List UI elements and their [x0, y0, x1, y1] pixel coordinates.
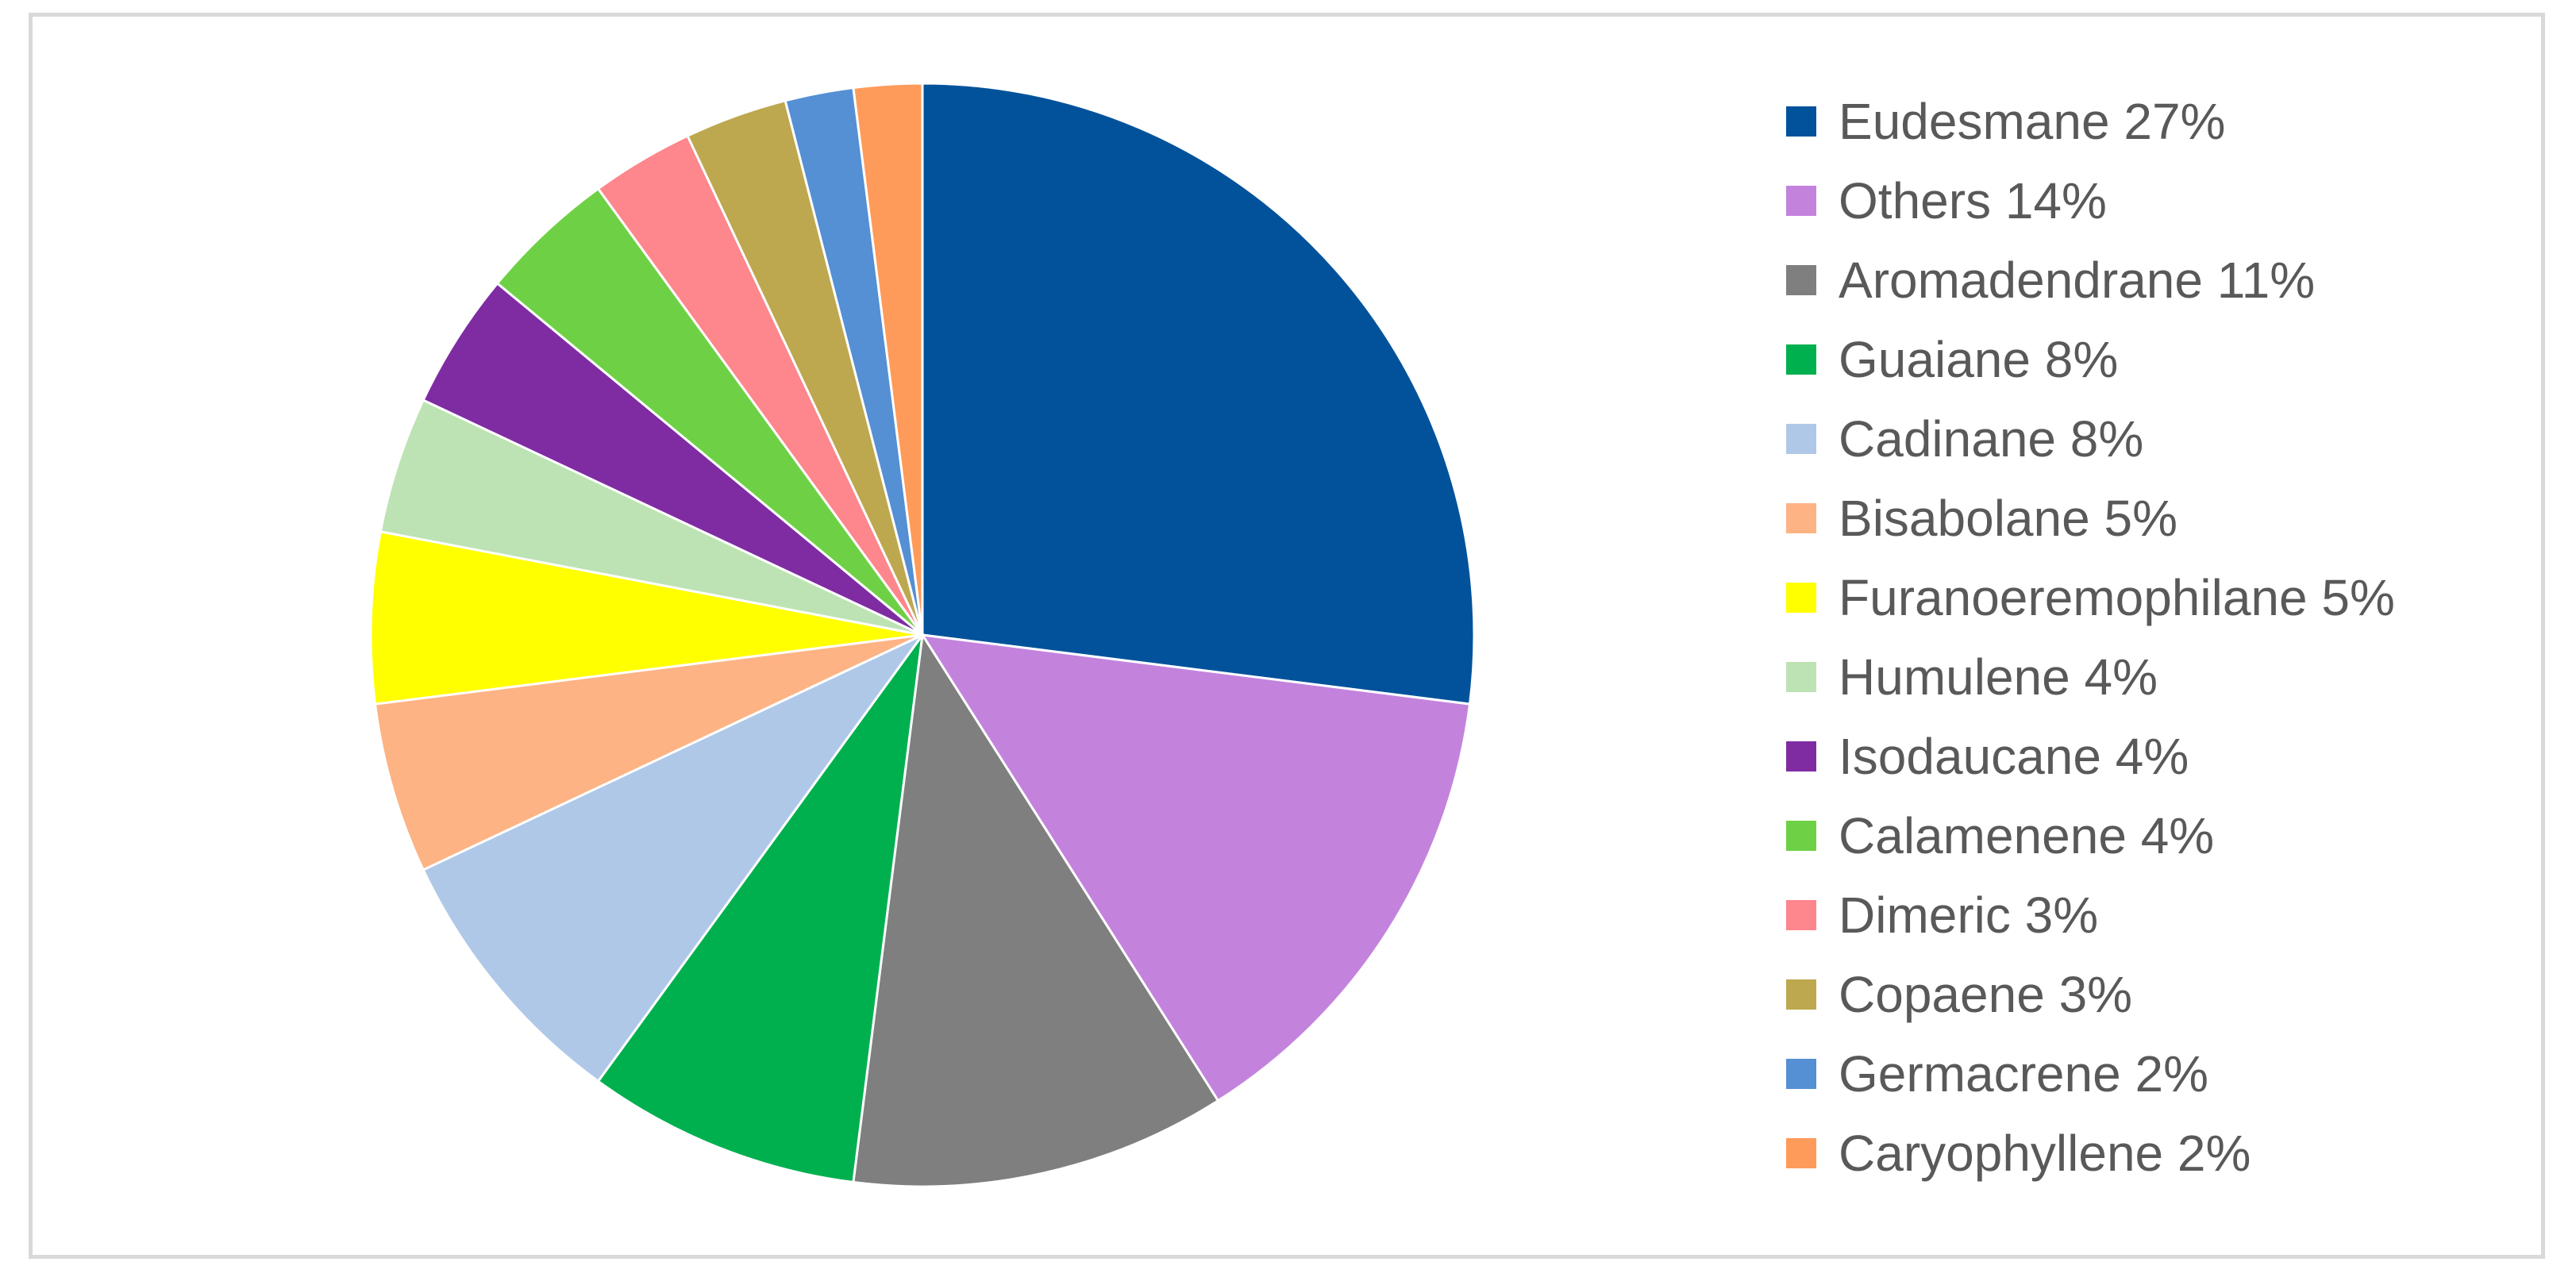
legend-swatch-1 — [1786, 186, 1816, 216]
legend-swatch-2 — [1786, 265, 1816, 295]
legend-item-13: Caryophyllene 2% — [1786, 1114, 2501, 1193]
legend-label-9: Calamenene 4% — [1839, 807, 2215, 864]
legend-swatch-6 — [1786, 583, 1816, 613]
legend-label-11: Copaene 3% — [1839, 966, 2133, 1023]
legend-swatch-5 — [1786, 503, 1816, 533]
legend-label-0: Eudesmane 27% — [1839, 93, 2226, 150]
legend-swatch-9 — [1786, 821, 1816, 851]
legend-label-10: Dimeric 3% — [1839, 887, 2099, 944]
legend-swatch-13 — [1786, 1138, 1816, 1168]
pie-slice-13 — [852, 82, 924, 636]
legend-item-3: Guaiane 8% — [1786, 320, 2501, 399]
legend-swatch-4 — [1786, 424, 1816, 454]
legend-item-12: Germacrene 2% — [1786, 1034, 2501, 1114]
legend-label-8: Isodaucane 4% — [1839, 728, 2189, 785]
legend-label-3: Guaiane 8% — [1839, 331, 2119, 388]
legend-item-7: Humulene 4% — [1786, 637, 2501, 717]
legend-label-5: Bisabolane 5% — [1839, 490, 2177, 547]
legend-label-4: Cadinane 8% — [1839, 410, 2144, 467]
legend-swatch-3 — [1786, 344, 1816, 375]
legend-swatch-8 — [1786, 741, 1816, 771]
legend-item-10: Dimeric 3% — [1786, 875, 2501, 955]
legend-item-2: Aromadendrane 11% — [1786, 240, 2501, 320]
legend-swatch-12 — [1786, 1059, 1816, 1089]
legend-swatch-11 — [1786, 979, 1816, 1010]
legend-label-7: Humulene 4% — [1839, 648, 2158, 706]
pie-slice-5 — [373, 633, 923, 871]
legend-label-1: Others 14% — [1839, 172, 2107, 229]
legend-item-1: Others 14% — [1786, 161, 2501, 240]
legend-item-0: Eudesmane 27% — [1786, 82, 2501, 161]
legend-swatch-0 — [1786, 106, 1816, 137]
chart-legend: Eudesmane 27% Others 14% Aromadendrane 11%… — [1786, 82, 2501, 1193]
pie-slice-2 — [852, 631, 1220, 1188]
pie-slice-4 — [422, 633, 924, 1083]
legend-item-4: Cadinane 8% — [1786, 399, 2501, 479]
legend-item-11: Copaene 3% — [1786, 955, 2501, 1034]
legend-item-6: Furanoeremophilane 5% — [1786, 558, 2501, 637]
legend-label-6: Furanoeremophilane 5% — [1839, 569, 2395, 626]
pie-slice-1 — [920, 633, 1472, 1102]
legend-label-2: Aromadendrane 11% — [1839, 252, 2316, 309]
legend-item-5: Bisabolane 5% — [1786, 479, 2501, 558]
legend-swatch-10 — [1786, 900, 1816, 930]
legend-item-8: Isodaucane 4% — [1786, 717, 2501, 796]
legend-label-13: Caryophyllene 2% — [1839, 1125, 2251, 1182]
pie-slice-3 — [596, 634, 924, 1184]
pie-slice-6 — [369, 530, 923, 706]
legend-swatch-7 — [1786, 662, 1816, 692]
legend-item-9: Calamenene 4% — [1786, 796, 2501, 875]
legend-label-12: Germacrene 2% — [1839, 1045, 2208, 1102]
pie-slice-0 — [921, 82, 1476, 706]
